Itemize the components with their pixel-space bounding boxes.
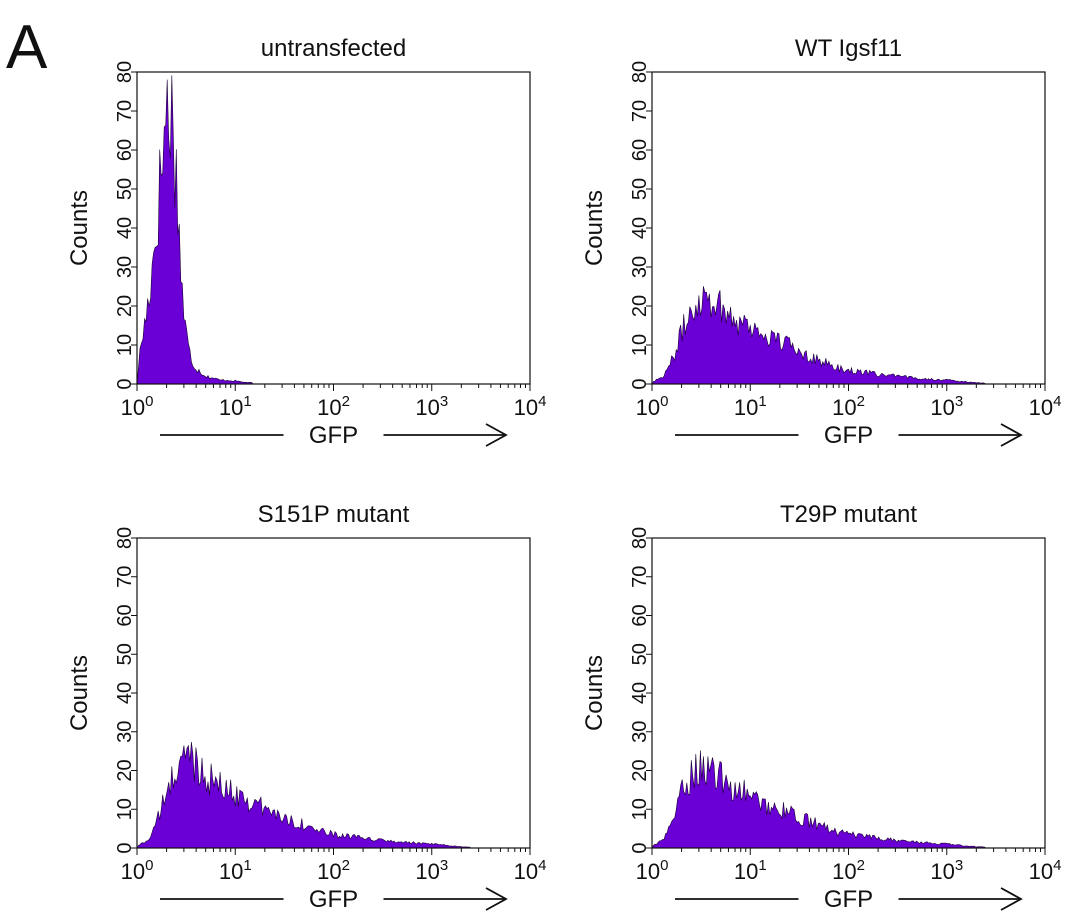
panel-label: A	[6, 13, 48, 82]
histogram-panel: S151P mutant 0 10 20 30 40 50 60 70 80 Counts 100 10…	[66, 501, 546, 913]
y-tick-label: 0	[629, 842, 651, 853]
histogram-series	[651, 286, 1045, 385]
y-tick-label: 40	[114, 217, 136, 239]
y-axis-label: Counts	[581, 190, 608, 266]
y-axis-label: Counts	[581, 655, 608, 731]
y-tick-label: 40	[114, 682, 136, 704]
histogram-panel: T29P mutant 0 10 20 30 40 50 60 70 80 Counts 100 101…	[581, 501, 1061, 913]
x-tick-label: 104	[1029, 393, 1062, 420]
x-tick-label: 102	[832, 857, 865, 884]
x-axis-label: GFP	[309, 886, 358, 913]
x-tick-label: 102	[832, 393, 865, 420]
y-tick-label: 60	[629, 604, 651, 626]
x-tick-label: 104	[514, 857, 547, 884]
y-tick-label: 50	[629, 643, 651, 665]
y-tick-label: 70	[629, 100, 651, 122]
y-tick-label: 10	[114, 334, 136, 356]
histogram-series	[651, 750, 1045, 849]
x-tick-label: 100	[121, 393, 154, 420]
y-tick-label: 0	[114, 378, 136, 389]
x-tick-label: 100	[636, 857, 669, 884]
histogram-panel: untransfected 0 10 20 30 40 50 60 70 80 Counts 100 1…	[66, 35, 546, 449]
y-tick-label: 30	[114, 721, 136, 743]
y-tick-label: 0	[114, 842, 136, 853]
y-tick-label: 60	[114, 139, 136, 161]
y-tick-label: 80	[114, 61, 136, 83]
x-tick-label: 104	[514, 393, 547, 420]
x-axis-label: GFP	[309, 422, 358, 449]
x-tick-label: 104	[1029, 857, 1062, 884]
x-tick-label: 102	[317, 393, 350, 420]
arrow-head-icon	[485, 423, 508, 447]
x-tick-label: 103	[415, 393, 448, 420]
y-tick-label: 40	[629, 682, 651, 704]
panel-title: S151P mutant	[258, 501, 410, 528]
y-tick-label: 10	[629, 798, 651, 820]
x-tick-label: 101	[734, 393, 767, 420]
y-tick-label: 50	[629, 178, 651, 200]
plot-frame	[136, 71, 531, 385]
x-tick-label: 103	[415, 857, 448, 884]
arrow-head-icon	[1000, 887, 1023, 911]
x-tick-label: 101	[734, 857, 767, 884]
y-tick-label: 30	[629, 721, 651, 743]
y-tick-label: 70	[114, 100, 136, 122]
panel-title: WT Igsf11	[795, 35, 902, 62]
y-tick-label: 50	[114, 643, 136, 665]
y-tick-label: 80	[629, 527, 651, 549]
panel-title: T29P mutant	[780, 501, 917, 528]
y-axis-label: Counts	[66, 655, 93, 731]
panel-title: untransfected	[261, 35, 406, 62]
y-tick-label: 20	[629, 759, 651, 781]
arrow-head-icon	[485, 887, 508, 911]
x-tick-label: 101	[219, 393, 252, 420]
histogram-series	[136, 75, 530, 385]
y-tick-label: 70	[629, 566, 651, 588]
y-axis-label: Counts	[66, 190, 93, 266]
y-tick-label: 80	[114, 527, 136, 549]
histogram-series	[136, 741, 530, 849]
x-tick-label: 103	[930, 393, 963, 420]
x-axis-label: GFP	[824, 886, 873, 913]
y-tick-label: 10	[114, 798, 136, 820]
y-tick-label: 30	[629, 256, 651, 278]
x-tick-label: 101	[219, 857, 252, 884]
x-tick-label: 103	[930, 857, 963, 884]
x-axis-label: GFP	[824, 422, 873, 449]
y-tick-label: 10	[629, 334, 651, 356]
y-tick-label: 20	[114, 295, 136, 317]
y-tick-label: 20	[629, 295, 651, 317]
y-tick-label: 40	[629, 217, 651, 239]
x-tick-label: 100	[636, 393, 669, 420]
histogram-panel: WT Igsf11 0 10 20 30 40 50 60 70 80 Counts 100 101 10…	[581, 35, 1061, 449]
y-tick-label: 50	[114, 178, 136, 200]
y-tick-label: 0	[629, 378, 651, 389]
y-tick-label: 60	[114, 604, 136, 626]
y-tick-label: 30	[114, 256, 136, 278]
y-tick-label: 70	[114, 566, 136, 588]
y-tick-label: 60	[629, 139, 651, 161]
x-tick-label: 100	[121, 857, 154, 884]
y-tick-label: 80	[629, 61, 651, 83]
x-tick-label: 102	[317, 857, 350, 884]
y-tick-label: 20	[114, 759, 136, 781]
arrow-head-icon	[1000, 423, 1023, 447]
